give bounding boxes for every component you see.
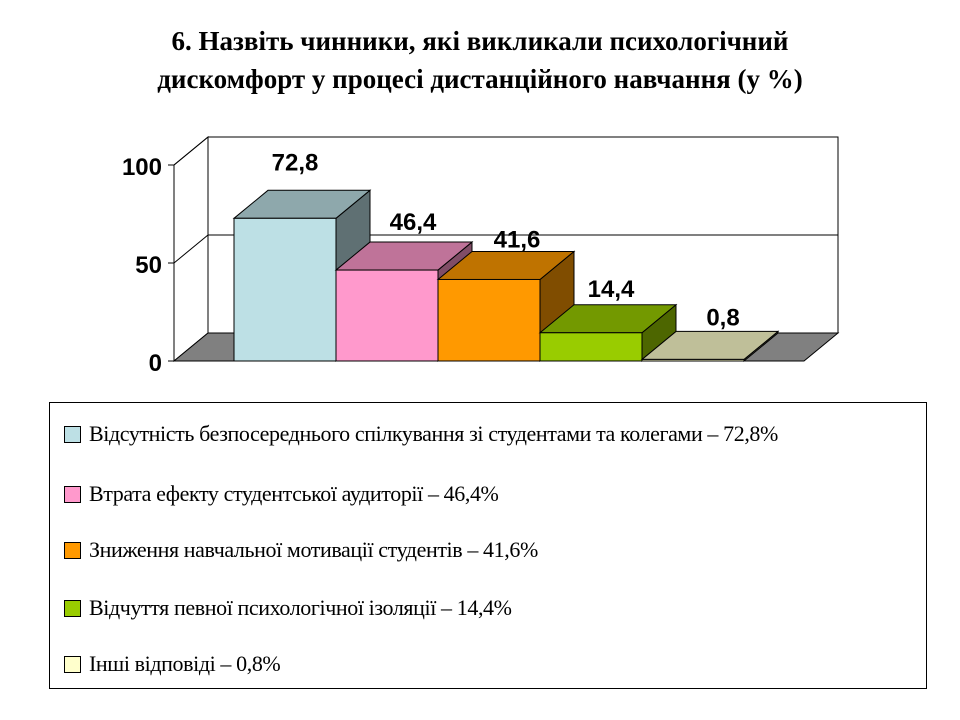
bar-front (437, 278, 541, 362)
data-label-4: 14,4 (588, 276, 635, 303)
chart-title-line-2: дискомфорт у процесі дистанційного навча… (157, 64, 803, 94)
chart-title: 6. Назвіть чинники, які викликали психол… (40, 22, 920, 98)
bar-4 (538, 303, 678, 363)
legend-item-4: Відчуття певної психологічної ізоляції –… (64, 594, 512, 622)
y-tick-label: 50 (135, 252, 162, 279)
chart-bars (232, 189, 780, 363)
bar-5 (640, 330, 780, 363)
data-label-1: 72,8 (272, 149, 319, 176)
gridline-50 (173, 234, 838, 264)
bar-front (335, 269, 439, 362)
legend-swatch-5 (64, 655, 81, 673)
data-label-3: 41,6 (494, 226, 541, 253)
legend-label-2: Втрата ефекту студентської аудиторії – 4… (89, 481, 499, 506)
y-tick-label: 0 (149, 350, 162, 377)
chart-title-line-1: 6. Назвіть чинники, які викликали психол… (171, 26, 789, 56)
bar-front (539, 332, 643, 362)
bar-front (641, 358, 745, 362)
legend-item-1: Відсутність безпосереднього спілкування … (64, 420, 778, 448)
chart-labels: 0 50 100 72,8 46,4 41,6 14,4 0,8 (122, 149, 740, 377)
legend-swatch-2 (64, 485, 81, 503)
y-tick-label: 100 (122, 154, 162, 181)
legend-swatch-4 (64, 599, 81, 617)
legend-label-4: Відчуття певної психологічної ізоляції –… (89, 595, 512, 620)
chart-legend: Відсутність безпосереднього спілкування … (49, 402, 927, 689)
legend-label-3: Зниження навчальної мотивації студентів … (89, 537, 538, 562)
legend-swatch-3 (64, 541, 81, 559)
legend-item-3: Зниження навчальної мотивації студентів … (64, 536, 538, 564)
legend-swatch-1 (64, 425, 81, 443)
data-label-2: 46,4 (390, 209, 437, 236)
gridline-100 (173, 136, 838, 166)
data-label-5: 0,8 (706, 304, 739, 331)
legend-item-2: Втрата ефекту студентської аудиторії – 4… (64, 480, 499, 508)
legend-label-1: Відсутність безпосереднього спілкування … (89, 421, 778, 446)
bar-chart: 0 50 100 72,8 46,4 41,6 14,4 0,8 (122, 135, 840, 377)
bar-front (233, 217, 337, 362)
legend-item-5: Інші відповіді – 0,8% (64, 650, 281, 678)
legend-label-5: Інші відповіді – 0,8% (89, 651, 281, 676)
